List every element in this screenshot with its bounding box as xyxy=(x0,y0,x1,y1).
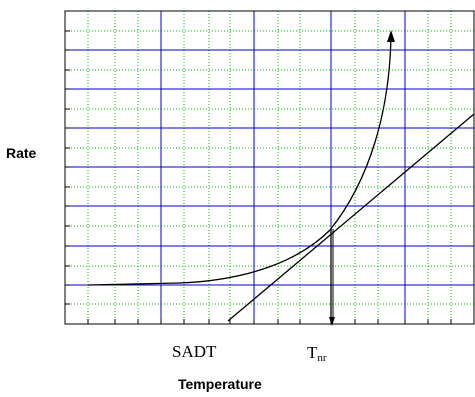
tnr-arrowhead xyxy=(329,317,335,326)
curve-arrowhead xyxy=(387,30,395,42)
tnr-label: Tnr xyxy=(307,343,327,364)
tnr-label-main: T xyxy=(307,343,318,362)
y-axis-label: Rate xyxy=(6,145,37,161)
heat-removal-line xyxy=(227,113,475,322)
plot-frame xyxy=(64,10,475,325)
axis-ticks xyxy=(65,30,475,324)
x-axis-label: Temperature xyxy=(178,376,262,392)
sadt-label: SADT xyxy=(172,342,217,361)
tnr-label-subscript: nr xyxy=(317,352,327,364)
major-grid xyxy=(65,11,475,324)
heat-generation-curve xyxy=(87,33,392,286)
